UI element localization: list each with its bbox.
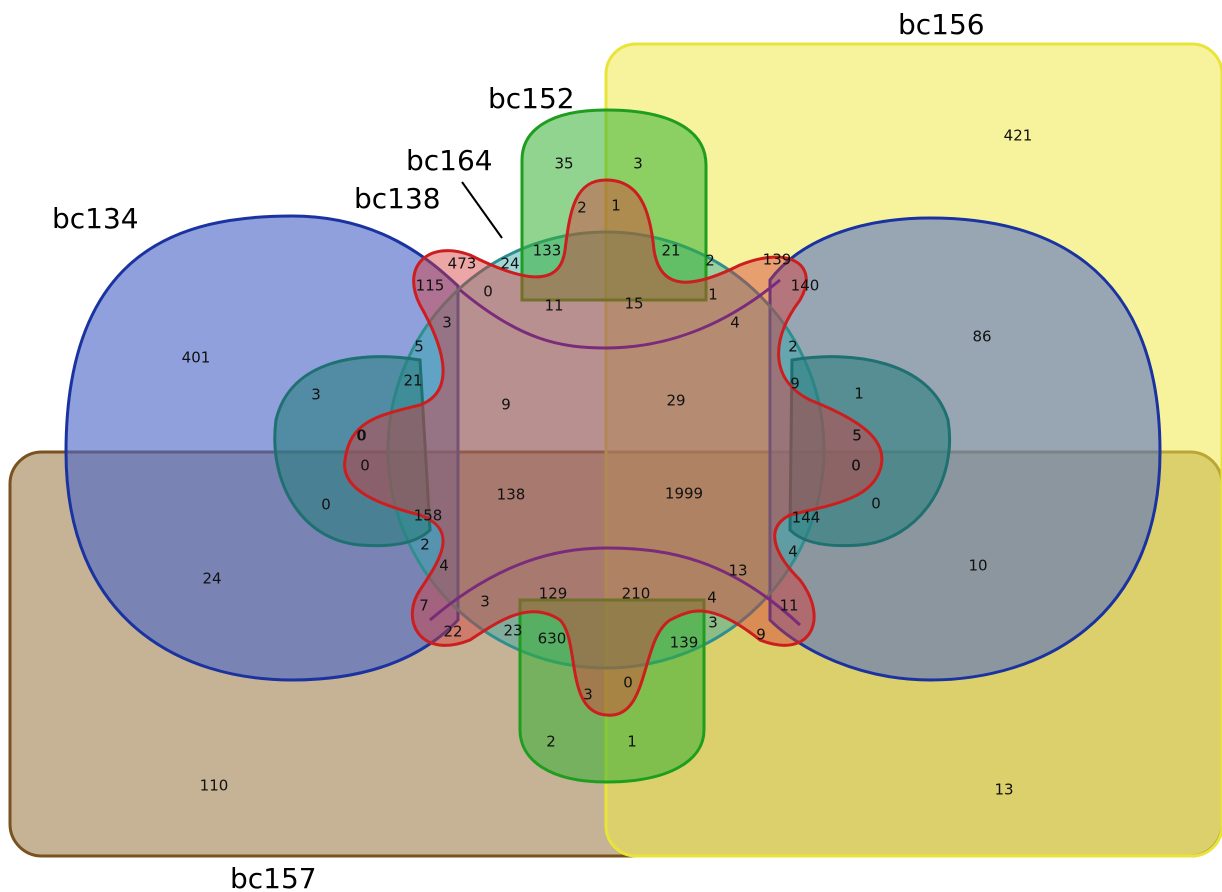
region-count: 1999 [665,485,703,503]
set-label-bc138: bc138 [354,182,441,215]
region-count: 0 [483,283,493,301]
region-count: 140 [791,277,820,295]
region-count: 4 [730,314,740,332]
set-bc164-shape [343,178,884,717]
region-count: 13 [994,781,1013,799]
region-count: 3 [442,314,452,332]
region-count: 4 [707,589,717,607]
region-count: 3 [480,593,490,611]
region-count: 24 [202,570,221,588]
region-count: 1 [611,197,621,215]
region-count: 5 [852,427,862,445]
set-label-bc152: bc152 [488,82,575,115]
region-count: 1 [854,385,864,403]
region-count: 3 [633,155,643,173]
region-count: 23 [503,622,522,640]
region-count: 5 [852,427,862,445]
region-count: 138 [497,486,526,504]
bc164-pointer-line [461,181,503,239]
region-count: 158 [414,507,443,525]
region-count: 2 [546,733,556,751]
region-count: 630 [538,630,567,648]
region-count: 0 [357,427,367,445]
region-count: 0 [356,427,366,445]
region-count: 0 [871,495,881,513]
region-count: 29 [666,392,685,410]
region-count: 0 [360,457,370,475]
region-count: 144 [792,509,821,527]
set-label-bc164: bc164 [406,144,493,177]
set-bc138-shape [273,230,951,670]
region-count: 11 [544,297,563,315]
region-count: 2 [788,338,798,356]
overlap-arc-top [459,278,781,350]
region-count: 2 [577,199,587,217]
region-count: 4 [788,543,798,561]
region-count: 35 [554,155,573,173]
region-count: 129 [539,585,568,603]
region-count: 9 [756,626,766,644]
region-count: 10 [968,557,987,575]
region-count: 21 [661,242,680,260]
region-count: 9 [790,375,800,393]
region-count: 2 [420,536,430,554]
overlap-arc-bottom [429,546,802,627]
region-count: 7 [419,597,429,615]
set-bc134-shape [64,214,1162,682]
region-count: 4 [439,557,449,575]
region-count: 0 [623,674,633,692]
region-count: 1 [627,733,637,751]
region-count: 24 [500,255,519,273]
region-count: 139 [670,634,699,652]
region-count: 133 [533,242,562,260]
region-count: 3 [708,614,718,632]
region-count: 9 [501,396,511,414]
region-count: 401 [182,349,211,367]
region-count: 22 [443,623,462,641]
region-count: 15 [624,295,643,313]
region-count: 0 [851,457,861,475]
region-count: 11 [779,597,798,615]
region-count: 13 [728,562,747,580]
region-count: 3 [583,686,593,704]
set-bc152-shape [518,108,708,784]
region-count: 1 [708,286,718,304]
set-label-bc157: bc157 [230,862,317,892]
region-count: 210 [622,585,651,603]
region-count: 115 [416,277,445,295]
set-label-bc134: bc134 [52,202,139,235]
region-count: 0 [321,496,331,514]
region-count: 3 [311,386,321,404]
region-count: 86 [972,328,991,346]
region-count: 21 [403,372,422,390]
region-count: 5 [414,338,424,356]
region-count: 2 [705,252,715,270]
region-count: 110 [200,777,229,795]
region-count: 139 [763,251,792,269]
region-count: 473 [448,255,477,273]
region-count: 0 [851,457,861,475]
region-count: 421 [1004,127,1033,145]
set-label-bc156: bc156 [898,8,985,41]
